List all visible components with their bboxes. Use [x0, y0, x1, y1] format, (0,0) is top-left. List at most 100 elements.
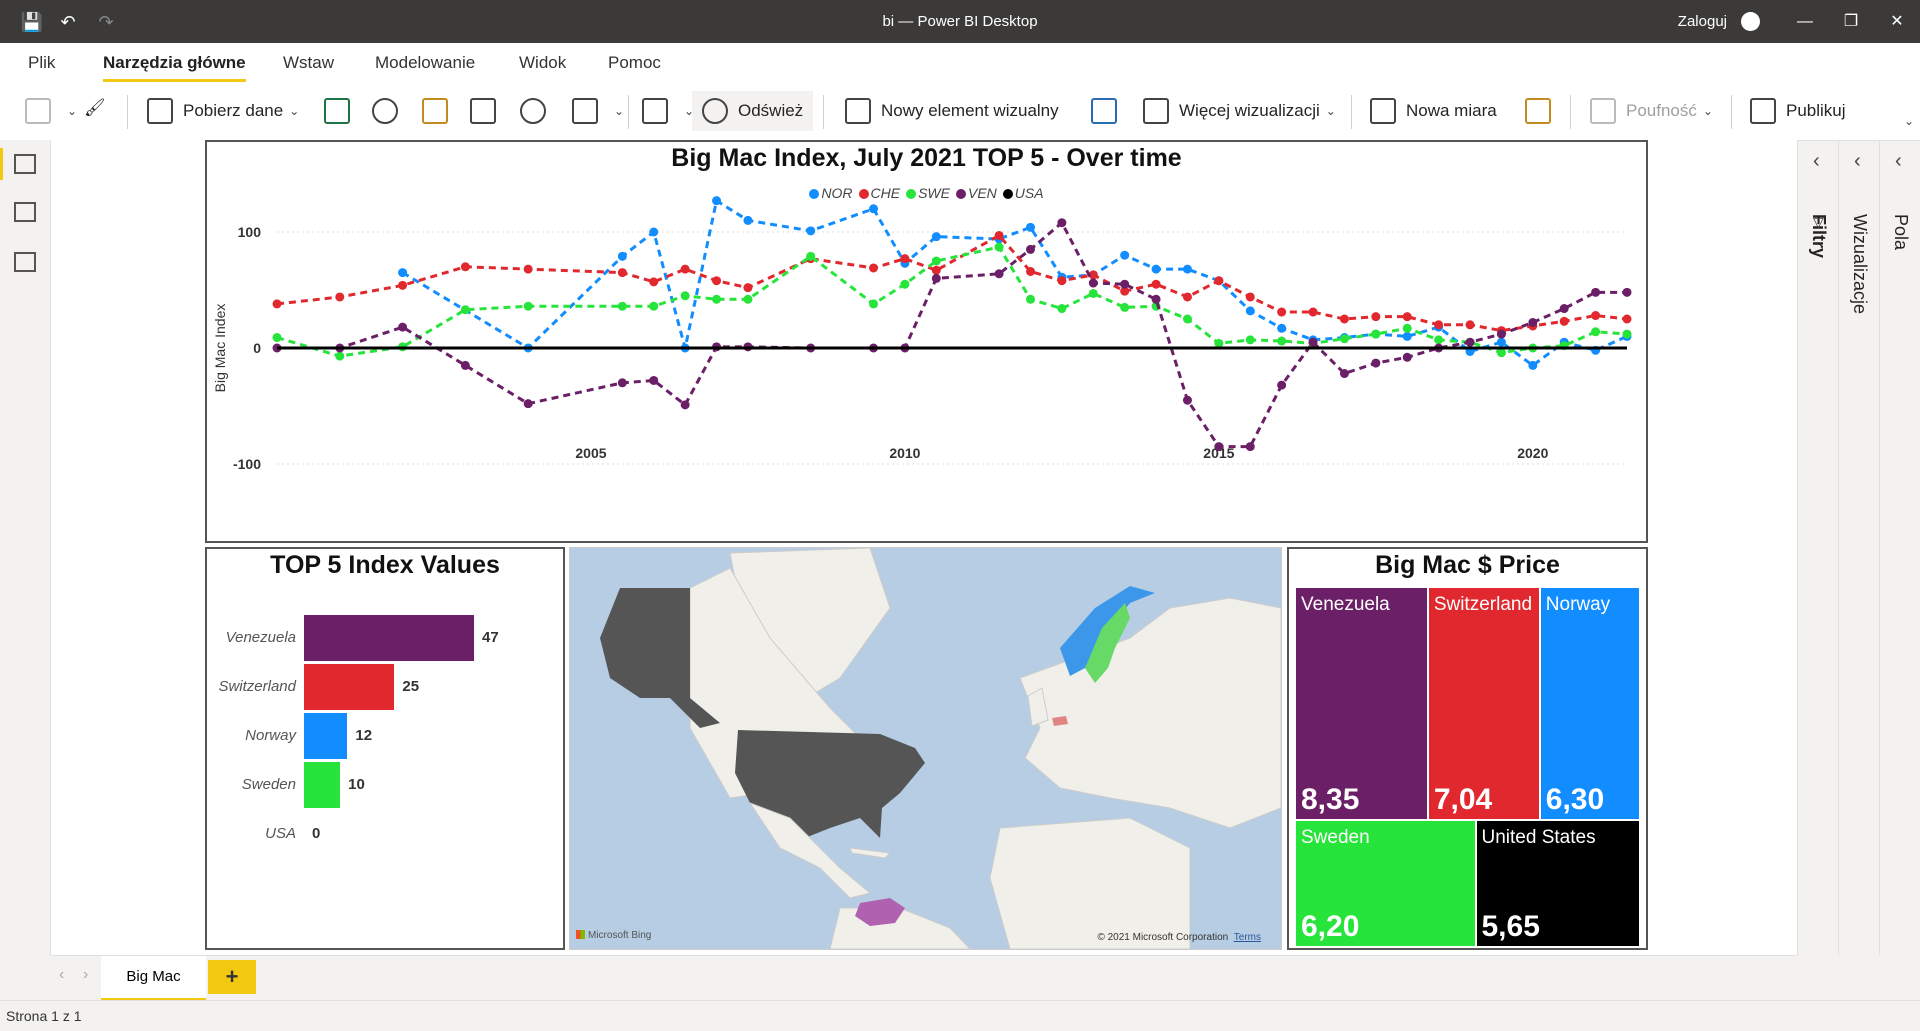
- data-point-che: [1465, 320, 1475, 330]
- visualizations-collapse-chevron-icon[interactable]: ‹: [1854, 150, 1861, 172]
- close-icon[interactable]: ✕: [1890, 13, 1904, 30]
- bar-chart-visual[interactable]: TOP 5 Index Values Venezuela 47 Switzerlan…: [205, 547, 565, 950]
- page-tab-big-mac[interactable]: Big Mac: [101, 956, 206, 1001]
- treemap-cell-sweden[interactable]: Sweden 6,20: [1295, 819, 1476, 947]
- new-measure-button[interactable]: Nowa miara: [1370, 95, 1497, 127]
- bar-category-label: Sweden: [241, 776, 296, 793]
- menu-insert[interactable]: Wstaw: [283, 53, 334, 72]
- clock-document-icon: [572, 98, 598, 124]
- treemap-category-label: Switzerland: [1433, 594, 1533, 615]
- bar-switzerland[interactable]: [304, 664, 395, 710]
- bar-venezuela[interactable]: [304, 615, 474, 661]
- data-point-che: [1371, 312, 1381, 322]
- legend-item-usa[interactable]: USA: [1002, 185, 1044, 201]
- menu-modeling[interactable]: Modelowanie: [375, 53, 476, 72]
- active-view-indicator: [0, 148, 3, 180]
- filters-collapse-chevron-icon[interactable]: ‹: [1813, 150, 1820, 172]
- login-link[interactable]: Zaloguj: [1677, 13, 1727, 30]
- venezuela-shape: [855, 898, 905, 926]
- redo-icon[interactable]: ↷: [98, 12, 114, 32]
- data-point-che: [1088, 270, 1098, 280]
- y-tick-label: 100: [238, 224, 262, 240]
- save-icon[interactable]: 💾: [20, 12, 44, 32]
- data-point-nor: [1528, 360, 1538, 370]
- data-point-che: [272, 299, 282, 309]
- line-chart-legend[interactable]: NOR CHE SWE VEN USA: [207, 185, 1646, 201]
- sensitivity-button[interactable]: Poufność ⌄: [1590, 95, 1713, 127]
- data-point-swe: [1088, 288, 1098, 298]
- treemap-cell-norway[interactable]: Norway 6,30: [1539, 587, 1640, 820]
- quick-measure-icon: [1525, 98, 1551, 124]
- refresh-icon: [702, 98, 728, 124]
- data-point-ven: [460, 360, 470, 370]
- treemap-visual[interactable]: Big Mac $ Price Venezuela 8,35 Switzerland…: [1287, 547, 1648, 950]
- data-point-che: [1591, 311, 1601, 321]
- treemap-cell-switzerland[interactable]: Switzerland 7,04: [1427, 587, 1540, 820]
- quick-measure-button[interactable]: [1525, 95, 1561, 127]
- text-box-button[interactable]: [1091, 95, 1127, 127]
- legend-label: VEN: [967, 185, 997, 201]
- legend-item-che[interactable]: CHE: [858, 185, 900, 201]
- legend-item-ven[interactable]: VEN: [955, 185, 997, 201]
- visualizations-pane-label[interactable]: Wizualizacje: [1850, 214, 1870, 315]
- paste-button[interactable]: ⌄: [25, 95, 77, 127]
- data-point-che: [743, 283, 753, 293]
- sql-server-button[interactable]: [372, 95, 408, 127]
- get-data-button[interactable]: Pobierz dane ⌄: [147, 95, 299, 127]
- data-point-nor: [1025, 222, 1035, 232]
- data-point-swe: [1182, 314, 1192, 324]
- filters-pane-label[interactable]: Filtry: [1809, 214, 1829, 259]
- legend-item-swe[interactable]: SWE: [906, 185, 950, 201]
- data-point-che: [617, 268, 627, 278]
- recent-sources-dropdown[interactable]: ⌄: [572, 95, 624, 127]
- minimize-icon[interactable]: —: [1797, 13, 1813, 30]
- data-point-ven: [1057, 218, 1067, 228]
- publish-button[interactable]: Publikuj: [1750, 95, 1846, 127]
- scroll-left-icon[interactable]: ‹: [59, 966, 65, 983]
- more-visuals-button[interactable]: Więcej wizualizacji ⌄: [1143, 95, 1336, 127]
- collapse-ribbon-button[interactable]: ⌄: [1898, 105, 1914, 137]
- data-point-che: [1214, 276, 1224, 286]
- sweden-shape: [1085, 603, 1130, 683]
- clipboard-icon: [25, 98, 51, 124]
- excel-button[interactable]: [324, 95, 360, 127]
- data-point-che: [1622, 314, 1632, 324]
- legend-item-nor[interactable]: NOR: [809, 185, 853, 201]
- map-visual[interactable]: Microsoft Bing © 2021 Microsoft Corporat…: [569, 547, 1282, 950]
- model-view-icon[interactable]: [14, 252, 36, 272]
- data-point-swe: [994, 242, 1004, 252]
- bar-norway[interactable]: [304, 713, 348, 759]
- map-terms-link[interactable]: Terms: [1233, 932, 1261, 943]
- bar-sweden[interactable]: [304, 762, 341, 808]
- report-view-icon[interactable]: [14, 154, 36, 174]
- format-painter-button[interactable]: 🖌: [84, 95, 120, 127]
- treemap-cell-united-states[interactable]: United States 5,65: [1475, 819, 1640, 947]
- menu-help[interactable]: Pomoc: [608, 53, 661, 72]
- line-chart-plot: -100 0 100 2005 2010 2015 2020 Big Mac Index: [212, 196, 1632, 472]
- transform-data-button[interactable]: ⌄: [642, 95, 694, 127]
- fields-collapse-chevron-icon[interactable]: ‹: [1895, 150, 1902, 172]
- y-axis-label: Big Mac Index: [212, 304, 228, 393]
- new-visual-button[interactable]: Nowy element wizualny: [845, 95, 1059, 127]
- scroll-right-icon[interactable]: ›: [83, 966, 89, 983]
- data-point-swe: [806, 251, 816, 261]
- data-point-nor: [617, 251, 627, 261]
- data-view-icon[interactable]: [14, 202, 36, 222]
- line-chart-visual[interactable]: Big Mac Index, July 2021 TOP 5 - Over ti…: [205, 140, 1648, 543]
- menu-view[interactable]: Widok: [519, 53, 567, 72]
- data-point-swe: [649, 301, 659, 311]
- menu-home[interactable]: Narzędzia główne: [103, 53, 246, 72]
- menu-file[interactable]: Plik: [28, 53, 56, 72]
- data-point-swe: [617, 301, 627, 311]
- recent-sources-button[interactable]: [520, 95, 556, 127]
- undo-icon[interactable]: ↶: [60, 12, 76, 32]
- avatar[interactable]: [1741, 12, 1760, 31]
- treemap-cell-venezuela[interactable]: Venezuela 8,35: [1295, 587, 1428, 820]
- add-page-button[interactable]: +: [208, 960, 256, 994]
- dataverse-button[interactable]: [422, 95, 458, 127]
- enter-data-button[interactable]: [470, 95, 506, 127]
- restore-icon[interactable]: ❐: [1843, 13, 1859, 30]
- x-tick-label: 2005: [575, 445, 606, 461]
- fields-pane-label[interactable]: Pola: [1891, 214, 1911, 251]
- refresh-button[interactable]: Odśwież: [692, 91, 814, 131]
